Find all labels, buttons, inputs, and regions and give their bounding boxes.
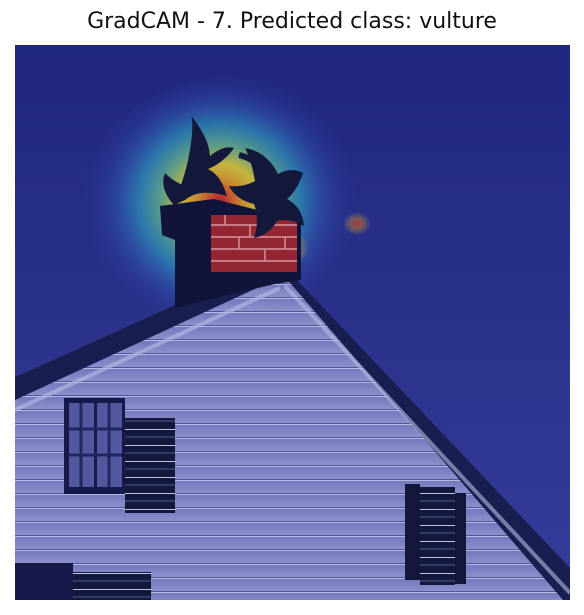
gradcam-overlay-image xyxy=(15,45,570,600)
gradcam-heatmap-right xyxy=(285,192,401,288)
right-bird-silhouette xyxy=(229,148,304,238)
bottom-left-window xyxy=(15,563,151,600)
figure-title: GradCAM - 7. Predicted class: vulture xyxy=(87,9,497,34)
blue-tint-overlay xyxy=(15,45,570,600)
left-bird-silhouette xyxy=(163,115,234,205)
left-window-shutters xyxy=(64,398,175,513)
gradcam-image-svg xyxy=(15,45,570,600)
right-window-shutters xyxy=(405,484,466,585)
